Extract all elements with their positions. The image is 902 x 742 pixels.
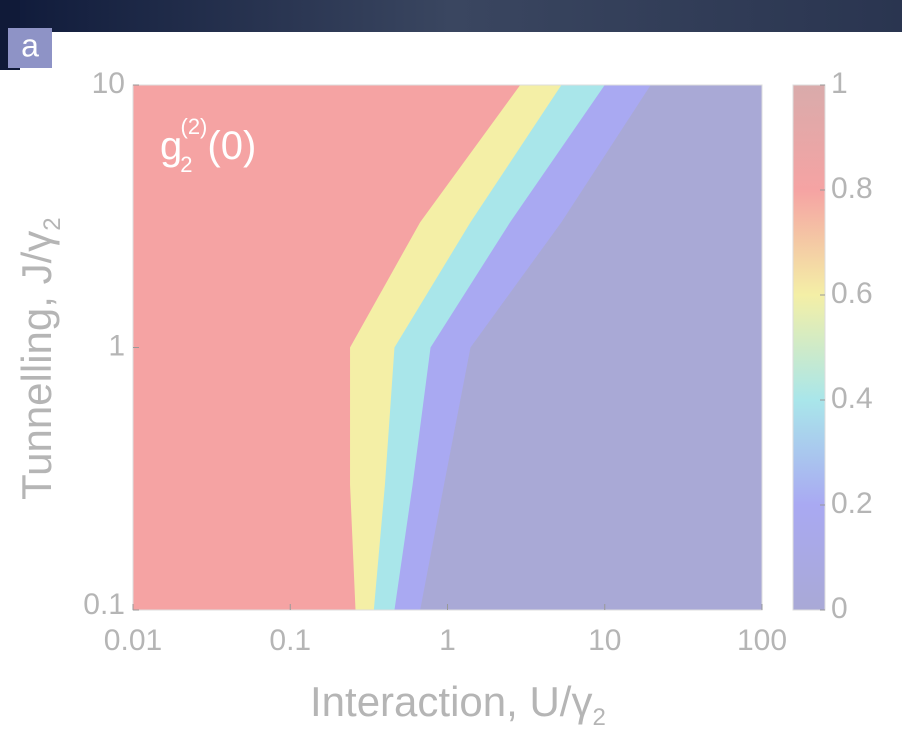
y-axis-label: Tunnelling, J/γ2: [13, 217, 66, 500]
y-label-text: Tunnelling, J/γ: [13, 231, 60, 500]
colorbar: [793, 85, 825, 610]
title-sub: 2: [180, 152, 192, 177]
x-label-sub: 2: [592, 704, 605, 731]
title-base: g: [160, 124, 182, 168]
plot-annotation: g2 (2)(0): [160, 114, 256, 177]
colorbar-tick-label: 0: [831, 592, 848, 625]
y-label-sub: 2: [39, 217, 66, 230]
x-label-text: Interaction, U/γ: [310, 678, 592, 725]
panel-label: a: [21, 27, 39, 63]
x-tick-label: 0.01: [104, 624, 162, 657]
title-tail: (0): [207, 124, 256, 168]
y-tick-label: 10: [92, 67, 125, 100]
x-tick-label: 1: [439, 624, 456, 657]
x-tick-label: 0.1: [269, 624, 311, 657]
x-tick-label: 10: [588, 624, 621, 657]
title-sup: (2): [181, 114, 208, 139]
colorbar-tick-label: 0.6: [831, 277, 873, 310]
x-tick-label: 100: [737, 624, 787, 657]
colorbar-tick-label: 1: [831, 67, 848, 100]
colorbar-tick-label: 0.8: [831, 172, 873, 205]
y-tick-label: 0.1: [83, 588, 125, 621]
colorbar-tick-label: 0.2: [831, 487, 873, 520]
colorbar-tick-label: 0.4: [831, 382, 873, 415]
x-axis-label: Interaction, U/γ2: [310, 678, 606, 731]
y-tick-label: 1: [108, 329, 125, 362]
chart: a g2(2)(0) Interaction, U/γ2 Tunnelling,…: [0, 0, 902, 737]
slide-header: [0, 0, 902, 32]
